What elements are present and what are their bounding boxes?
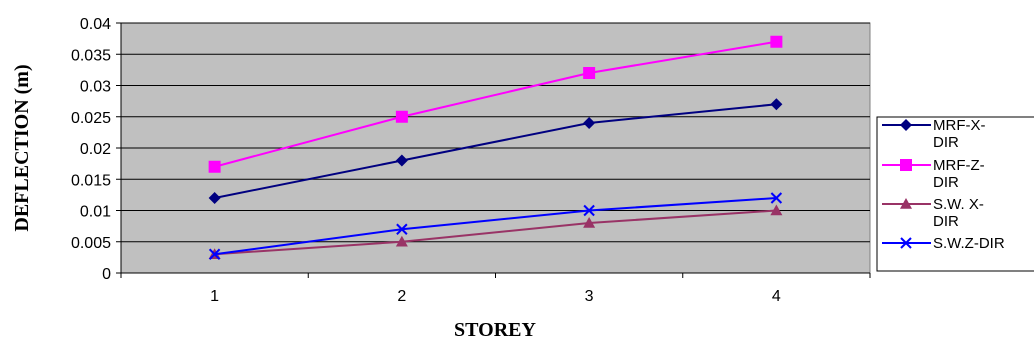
legend-label: MRF-X- xyxy=(933,117,986,134)
y-tick-label: 0 xyxy=(102,266,111,283)
legend-item: MRF-X-DIR xyxy=(882,117,986,151)
y-tick-label: 0.035 xyxy=(71,47,111,64)
y-tick-label: 0.04 xyxy=(80,16,111,33)
data-point xyxy=(395,154,408,167)
data-point xyxy=(395,235,408,247)
legend-marker xyxy=(900,119,912,131)
legend-label: S.W.Z-DIR xyxy=(933,235,1005,252)
series-s-w-z-dir xyxy=(208,192,783,260)
y-tick-label: 0.015 xyxy=(71,172,111,189)
legend-item: S.W. X-DIR xyxy=(882,196,984,230)
y-tick-label: 0.03 xyxy=(80,79,111,96)
legend-marker xyxy=(900,159,912,171)
data-point xyxy=(396,223,408,235)
x-axis-ticks: 1 2 3 4 xyxy=(120,273,871,305)
gridlines xyxy=(121,22,870,243)
legend-label: MRF-Z- xyxy=(933,157,985,174)
series-mrf-z-dir xyxy=(208,35,783,173)
data-point xyxy=(583,117,596,129)
x-tick-label: 2 xyxy=(397,288,406,305)
legend-label: DIR xyxy=(933,174,959,191)
y-axis-title: DEFLECTION (m) xyxy=(11,64,33,231)
y-tick-label: 0.025 xyxy=(71,110,111,127)
data-point xyxy=(770,35,783,48)
legend-label: DIR xyxy=(933,134,959,151)
data-point xyxy=(208,192,221,204)
legend-item: MRF-Z-DIR xyxy=(882,157,985,191)
data-point xyxy=(770,192,783,204)
series-line xyxy=(214,40,777,168)
legend-marker xyxy=(900,198,912,209)
legend-marker xyxy=(900,237,912,249)
y-tick-label: 0.005 xyxy=(71,235,111,252)
x-tick-label: 3 xyxy=(585,288,594,305)
y-tick-label: 0.01 xyxy=(80,204,111,221)
x-tick-label: 1 xyxy=(210,288,219,305)
y-tick-label: 0.02 xyxy=(80,141,111,158)
series-layer xyxy=(208,35,783,260)
legend-label: DIR xyxy=(933,213,959,230)
data-point xyxy=(770,98,783,111)
x-tick-label: 4 xyxy=(772,288,781,305)
data-point xyxy=(583,67,596,79)
legend-item: S.W.Z-DIR xyxy=(882,235,1005,252)
data-point xyxy=(208,160,221,173)
data-point xyxy=(770,204,783,216)
x-axis-title: STOREY xyxy=(454,319,536,341)
data-point xyxy=(208,248,221,260)
y-axis-ticks: 0 0.005 0.01 0.015 0.02 0.025 0.03 0.035 0.04 xyxy=(71,16,121,283)
series-mrf-x-dir xyxy=(208,98,783,204)
series-line xyxy=(214,103,777,199)
data-point xyxy=(583,217,596,228)
legend-label: S.W. X- xyxy=(933,196,984,213)
data-point xyxy=(583,204,595,217)
series-line xyxy=(214,197,777,256)
series-line xyxy=(214,209,777,256)
data-point xyxy=(395,110,408,123)
